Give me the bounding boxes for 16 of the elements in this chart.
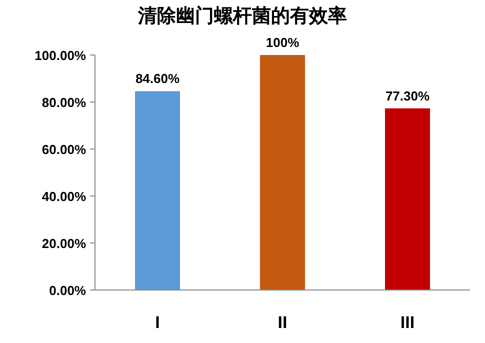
bar — [135, 91, 180, 290]
data-label: 84.60% — [135, 71, 180, 86]
data-label: 77.30% — [385, 88, 430, 104]
y-tick-label: 0.00% — [49, 283, 86, 298]
chart-title: 清除幽门螺杆菌的有效率 — [137, 5, 347, 27]
x-tick-label: II — [278, 313, 288, 332]
bar — [385, 108, 430, 290]
y-tick-label: 40.00% — [42, 189, 86, 204]
y-tick-label: 80.00% — [42, 95, 86, 110]
y-tick-label: 100.00% — [34, 48, 86, 63]
y-tick-label: 20.00% — [42, 236, 86, 251]
bar — [260, 55, 305, 290]
x-tick-label: I — [155, 313, 160, 332]
x-tick-label: III — [400, 313, 415, 332]
y-tick-label: 60.00% — [42, 142, 86, 157]
data-label: 100% — [266, 35, 300, 50]
